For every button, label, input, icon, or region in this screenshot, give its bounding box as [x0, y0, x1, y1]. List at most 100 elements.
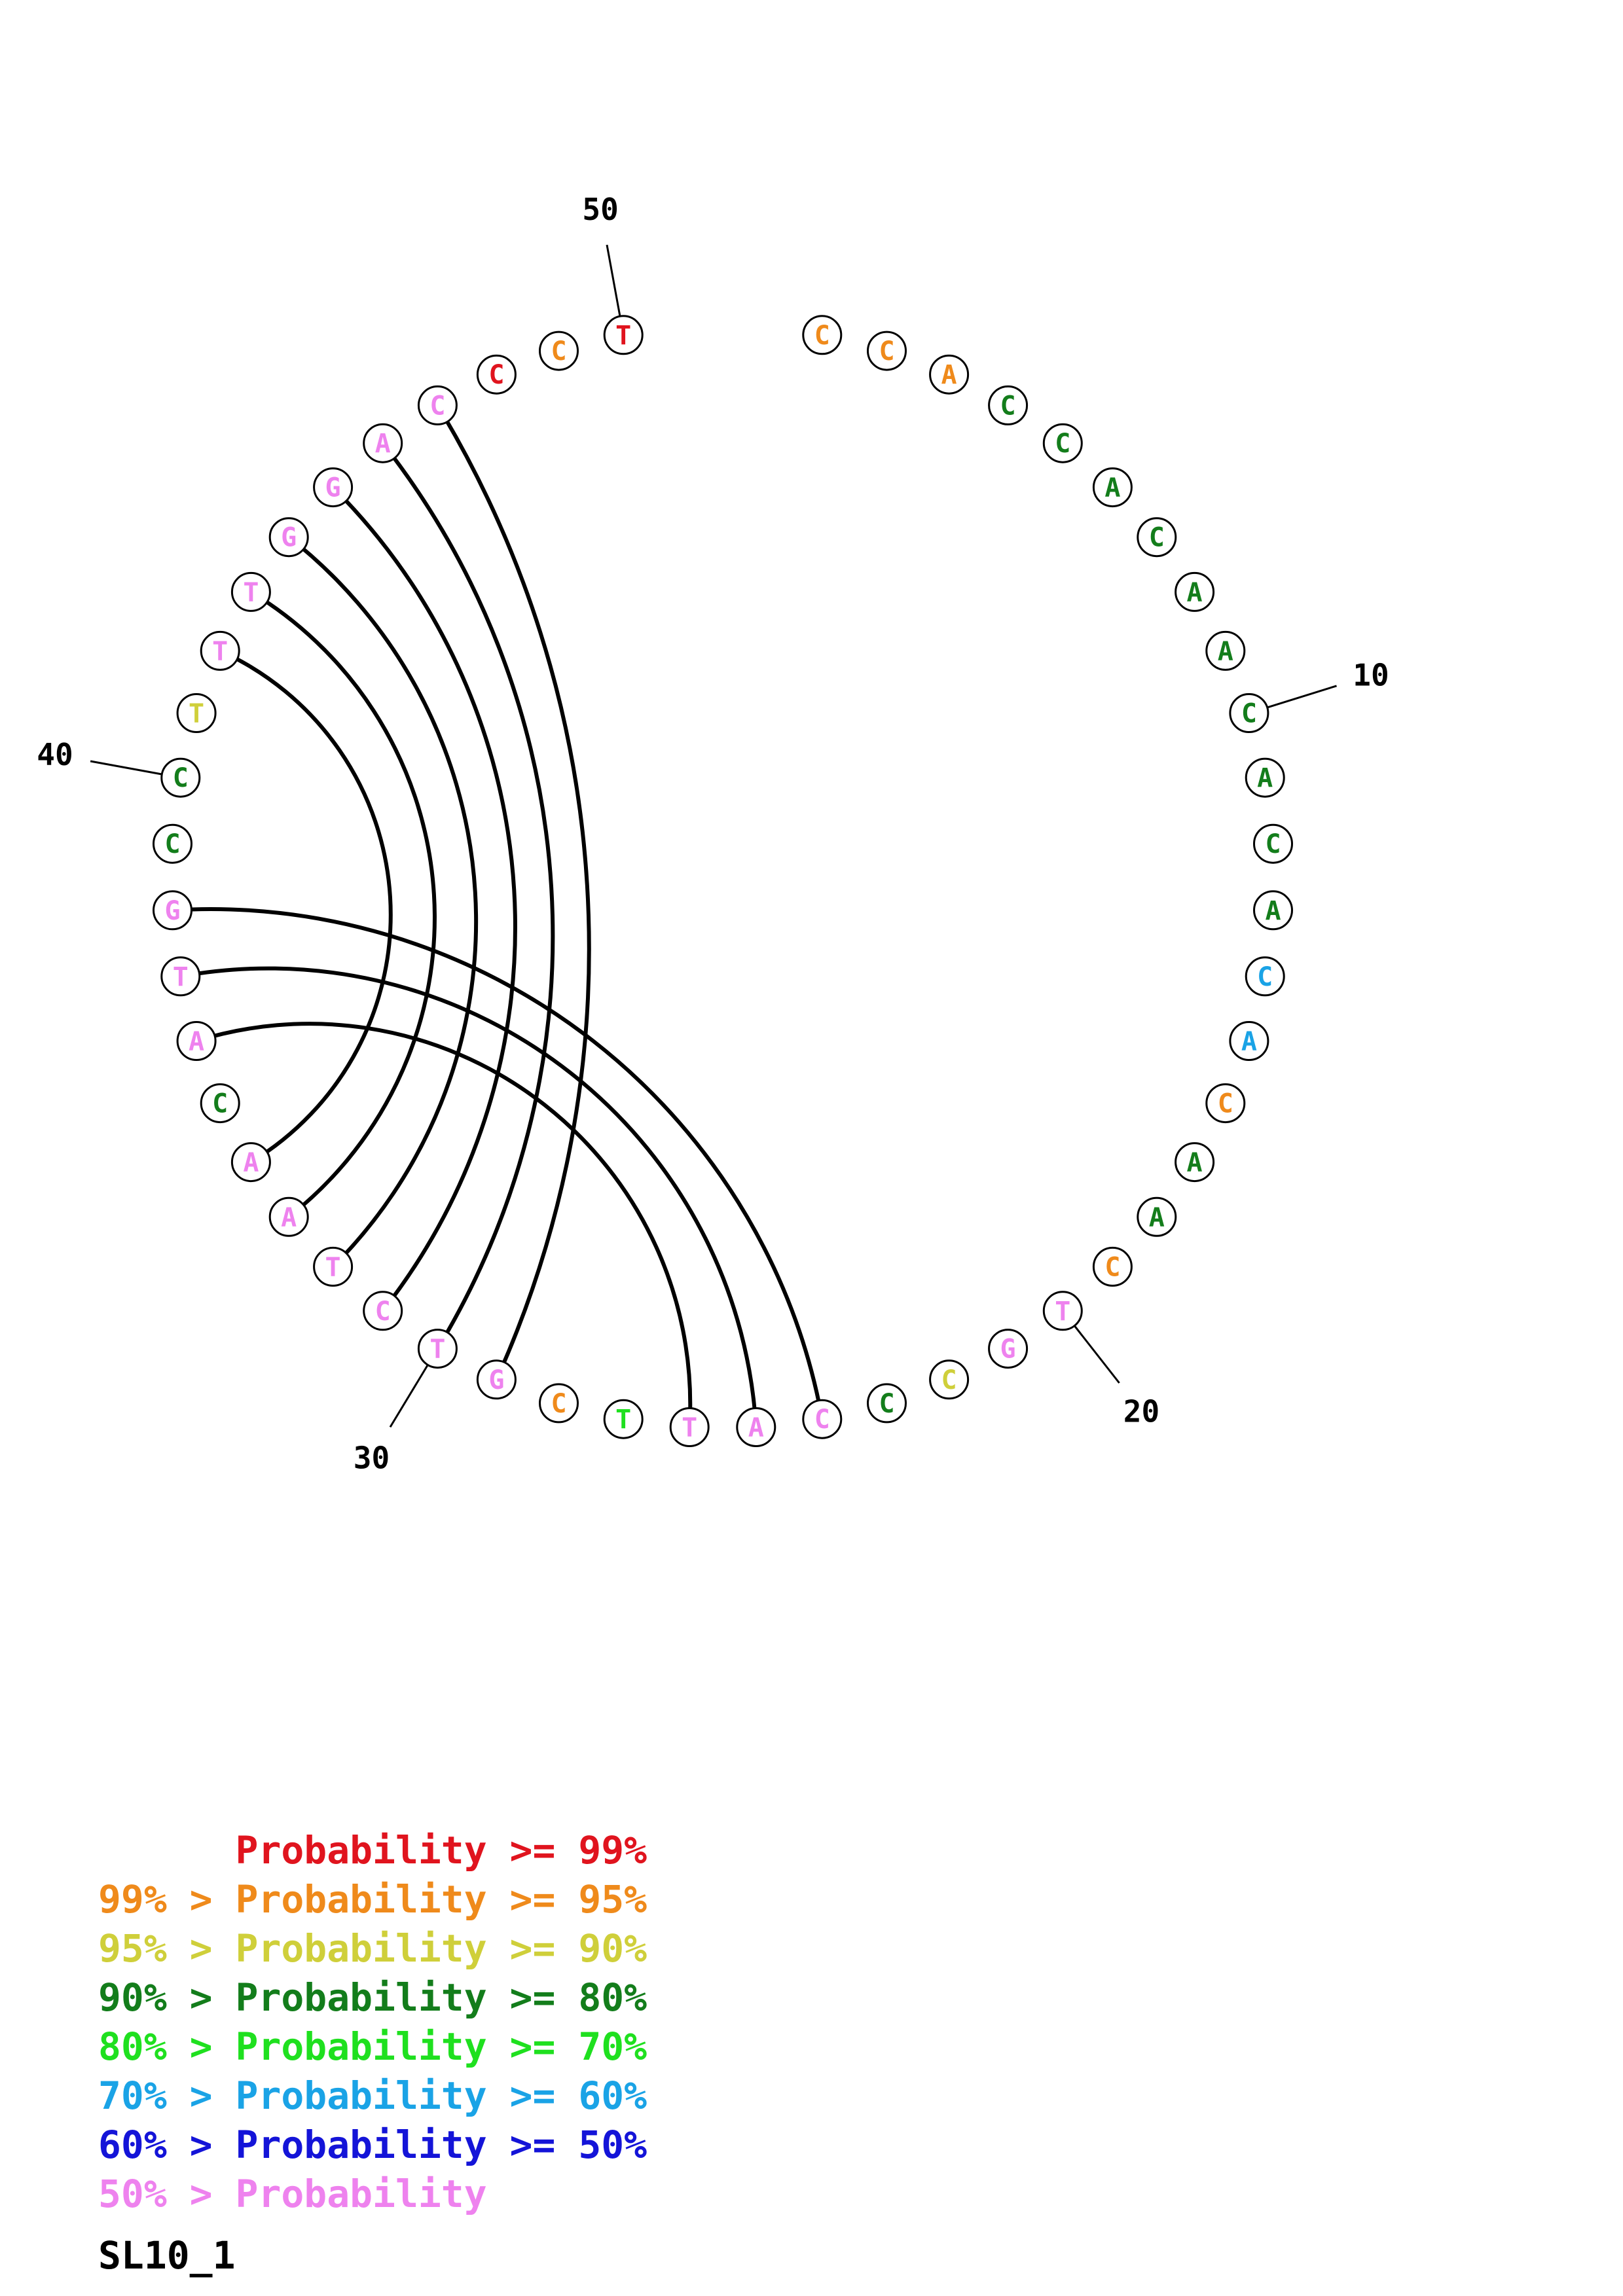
nucleotide-48: C [476, 354, 517, 395]
tick-label-50: 50 [582, 192, 618, 227]
nucleotide-circle-21 [988, 1329, 1029, 1369]
nucleotide-circle-39 [153, 823, 192, 864]
nucleotide-circle-42 [200, 630, 240, 671]
nucleotide-circle-10 [1229, 693, 1269, 733]
nucleotide-circle-49 [539, 331, 579, 371]
nucleotide-6: A [1092, 467, 1133, 508]
nucleotide-circle-16 [1205, 1083, 1246, 1124]
nucleotide-18: A [1137, 1196, 1177, 1237]
tick-label-40: 40 [37, 737, 73, 772]
legend-label: Probability [212, 1975, 487, 2020]
nucleotide-circle-47 [417, 385, 458, 425]
legend-row-6: 70% > Probability >= 60% [98, 2072, 647, 2121]
nucleotide-22: C [929, 1359, 970, 1400]
legend-suffix: >= 90% [486, 1926, 647, 1971]
nucleotide-base-47: C [429, 391, 445, 421]
structure-name: SL10_1 [98, 2233, 236, 2278]
nucleotide-30: T [417, 1329, 458, 1369]
pair-arc-29-47 [435, 404, 591, 1381]
nucleotide-50: T [603, 315, 644, 355]
nucleotide-11: A [1245, 757, 1285, 798]
nucleotide-circle-18 [1137, 1196, 1177, 1237]
nucleotide-circle-5 [1042, 423, 1083, 463]
nucleotide-base-46: A [375, 429, 391, 459]
nucleotide-base-31: C [375, 1297, 391, 1327]
pair-arc-26-36 [196, 1022, 693, 1427]
nucleotide-base-22: C [941, 1365, 957, 1395]
legend-row-1: Probability >= 99% [98, 1826, 647, 1875]
nucleotide-base-29: G [488, 1365, 504, 1395]
nucleotide-base-23: C [879, 1389, 894, 1419]
nucleotide-45: G [313, 467, 354, 508]
legend-label: Probability [212, 2123, 487, 2167]
nucleotide-36: A [176, 1021, 217, 1061]
nucleotide-circle-27 [603, 1399, 644, 1439]
nucleotide-21: G [988, 1329, 1029, 1369]
nucleotide-base-4: C [1000, 391, 1016, 421]
nucleotide-circle-41 [176, 693, 217, 733]
nucleotide-base-2: C [879, 336, 894, 367]
nucleotide-9: A [1205, 630, 1246, 671]
nucleotide-base-50: T [615, 321, 631, 351]
legend-prefix: 50% > [98, 2172, 213, 2216]
nucleotide-1: C [802, 315, 843, 355]
nucleotide-base-49: C [551, 336, 566, 367]
nucleotide-circle-34 [230, 1142, 271, 1183]
legend-suffix: >= 60% [486, 2073, 647, 2118]
nucleotide-circle-1 [802, 315, 843, 355]
nucleotide-base-42: T [212, 636, 228, 666]
nucleotide-base-32: T [325, 1252, 341, 1282]
nucleotide-8: A [1175, 571, 1215, 612]
legend-label: Probability [212, 2073, 487, 2118]
pair-arc-30-46 [381, 442, 555, 1350]
nucleotide-base-27: T [615, 1405, 631, 1435]
nucleotide-base-20: T [1055, 1297, 1070, 1327]
base-pair-arcs [172, 404, 824, 1427]
nucleotide-7: C [1137, 517, 1177, 558]
nucleotide-circle-35 [200, 1083, 240, 1124]
nucleotide-27: T [603, 1399, 644, 1439]
pair-arc-33-43 [249, 590, 437, 1219]
nucleotide-circle-36 [176, 1021, 217, 1061]
nucleotide-47: C [417, 385, 458, 425]
nucleotide-4: C [988, 385, 1029, 425]
nucleotide-base-45: G [325, 473, 341, 503]
nucleotide-circle-3 [929, 354, 970, 395]
nucleotide-16: C [1205, 1083, 1246, 1124]
nucleotide-circle-50 [603, 315, 644, 355]
legend-row-5: 80% > Probability >= 70% [98, 2022, 647, 2072]
nucleotide-base-33: A [281, 1202, 297, 1232]
tick-label-20: 20 [1123, 1393, 1159, 1429]
nucleotide-circle-12 [1253, 823, 1293, 864]
nucleotide-46: A [363, 423, 403, 463]
nucleotide-19: C [1092, 1246, 1133, 1287]
legend-row-3: 95% > Probability >= 90% [98, 1924, 647, 1973]
legend-label: Probability [212, 1877, 487, 1922]
legend-prefix: 99% > [98, 1877, 213, 1922]
nucleotide-circle-2 [867, 331, 907, 371]
nucleotide-base-37: T [173, 962, 189, 992]
legend-prefix: 60% > [98, 2123, 213, 2167]
nucleotide-base-40: C [173, 763, 189, 793]
nucleotide-base-43: T [243, 577, 259, 607]
nucleotide-17: A [1175, 1142, 1215, 1183]
legend-prefix: 90% > [98, 1975, 213, 2020]
nucleotide-circle-14 [1245, 956, 1285, 997]
nucleotide-base-38: G [164, 896, 180, 926]
nucleotide-49: C [539, 331, 579, 371]
nucleotide-circle-31 [363, 1291, 403, 1331]
nucleotide-circle-28 [539, 1383, 579, 1424]
nucleotide-42: T [200, 630, 240, 671]
nucleotide-circle-26 [669, 1407, 710, 1447]
nucleotide-31: C [363, 1291, 403, 1331]
legend-prefix: 80% > [98, 2024, 213, 2069]
nucleotide-circle-38 [153, 890, 192, 931]
nucleotide-base-11: A [1257, 763, 1273, 793]
nucleotide-base-36: A [189, 1027, 204, 1057]
nucleotide-40: C [160, 757, 201, 798]
legend-row-2: 99% > Probability >= 95% [98, 1875, 647, 1924]
nucleotide-circle-44 [268, 517, 309, 558]
legend-label: Probability [212, 2024, 487, 2069]
nucleotide-base-35: C [212, 1089, 228, 1119]
